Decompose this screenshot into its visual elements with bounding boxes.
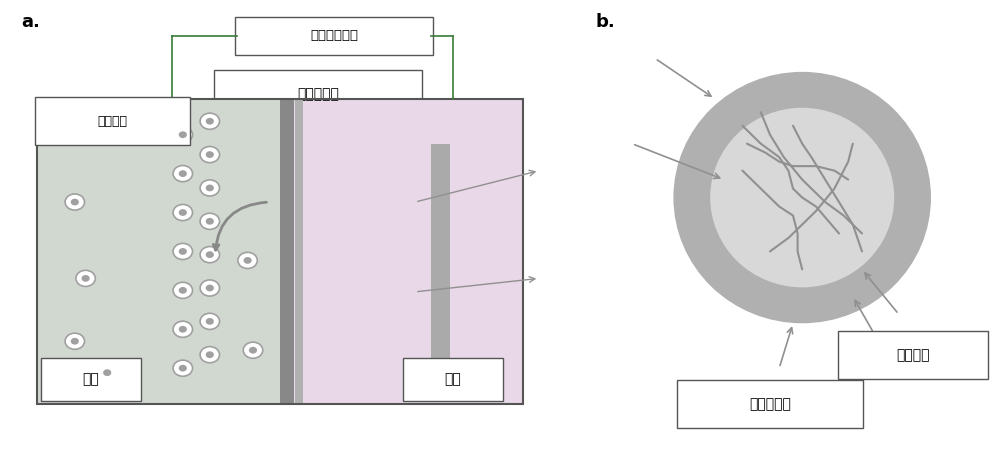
Circle shape xyxy=(244,257,252,264)
Circle shape xyxy=(173,127,193,143)
Text: 电流测量装置: 电流测量装置 xyxy=(310,30,358,42)
Text: 质子交换膜: 质子交换膜 xyxy=(297,87,339,101)
Circle shape xyxy=(200,247,220,263)
Circle shape xyxy=(206,351,214,358)
Circle shape xyxy=(173,360,193,376)
Bar xyxy=(280,99,294,404)
Circle shape xyxy=(206,285,214,291)
Circle shape xyxy=(179,209,187,216)
Circle shape xyxy=(200,347,220,363)
Circle shape xyxy=(173,243,193,260)
Circle shape xyxy=(238,252,257,269)
FancyBboxPatch shape xyxy=(838,331,988,379)
FancyBboxPatch shape xyxy=(41,358,141,401)
Text: 屉动电极: 屉动电极 xyxy=(98,115,128,128)
Text: 阳极: 阳极 xyxy=(83,372,99,387)
Text: 阴极: 阴极 xyxy=(444,372,461,387)
FancyBboxPatch shape xyxy=(214,70,422,118)
Circle shape xyxy=(103,369,111,376)
Circle shape xyxy=(71,198,79,206)
Circle shape xyxy=(206,151,214,158)
Text: 砖导线丝: 砖导线丝 xyxy=(896,348,929,362)
Circle shape xyxy=(200,213,220,229)
Circle shape xyxy=(249,347,257,354)
Bar xyxy=(431,144,450,382)
Circle shape xyxy=(179,131,187,138)
Text: a.: a. xyxy=(21,13,40,31)
Circle shape xyxy=(200,313,220,330)
Circle shape xyxy=(243,342,263,358)
Circle shape xyxy=(206,218,214,224)
Circle shape xyxy=(173,204,193,220)
Circle shape xyxy=(76,270,95,286)
Bar xyxy=(37,99,291,404)
Circle shape xyxy=(710,108,894,287)
Circle shape xyxy=(200,146,220,163)
Circle shape xyxy=(673,72,931,323)
Circle shape xyxy=(65,194,85,210)
Circle shape xyxy=(173,321,193,337)
Circle shape xyxy=(179,248,187,255)
FancyBboxPatch shape xyxy=(35,97,190,145)
Bar xyxy=(37,99,523,404)
Circle shape xyxy=(206,185,214,191)
Bar xyxy=(295,99,303,404)
Circle shape xyxy=(173,282,193,299)
Circle shape xyxy=(200,280,220,296)
Bar xyxy=(291,99,523,404)
FancyBboxPatch shape xyxy=(677,380,863,428)
Circle shape xyxy=(179,287,187,294)
FancyBboxPatch shape xyxy=(235,17,433,55)
Circle shape xyxy=(206,318,214,325)
Circle shape xyxy=(179,170,187,177)
Text: b.: b. xyxy=(595,13,615,31)
Circle shape xyxy=(97,365,117,381)
Circle shape xyxy=(179,365,187,372)
FancyBboxPatch shape xyxy=(403,358,503,401)
Circle shape xyxy=(206,118,214,125)
Circle shape xyxy=(206,251,214,258)
Circle shape xyxy=(82,275,90,282)
Circle shape xyxy=(200,113,220,129)
Circle shape xyxy=(65,333,85,349)
Circle shape xyxy=(179,326,187,333)
Text: 细菌生物膜: 细菌生物膜 xyxy=(749,397,791,411)
Circle shape xyxy=(173,166,193,182)
Circle shape xyxy=(71,338,79,345)
Circle shape xyxy=(200,180,220,196)
